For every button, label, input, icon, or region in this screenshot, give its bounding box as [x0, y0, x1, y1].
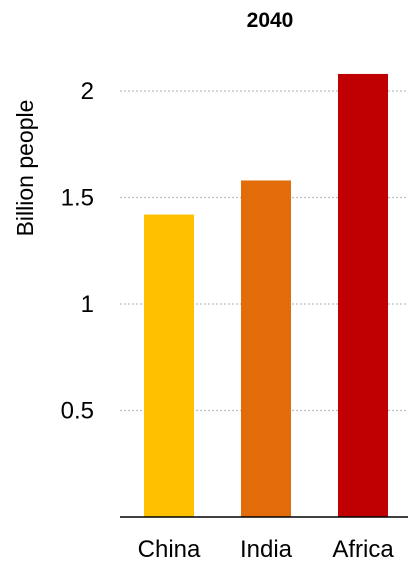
y-tick-label: 1.5	[61, 185, 94, 212]
bar-india	[241, 180, 291, 517]
x-tick-label: India	[240, 536, 293, 562]
chart-title: 2040	[247, 9, 294, 32]
x-axis-ticks: China India Africa	[138, 536, 395, 562]
x-tick-label: Africa	[332, 536, 394, 562]
y-tick-label: 1	[81, 291, 94, 318]
y-axis-ticks: 0.5 1 1.5 2	[61, 78, 94, 425]
bars	[144, 73, 388, 518]
bar-china	[144, 214, 194, 518]
y-tick-label: 0.5	[61, 398, 94, 425]
bar-africa	[338, 73, 388, 518]
y-axis-label: Billion people	[12, 100, 38, 237]
y-tick-label: 2	[81, 78, 94, 105]
x-tick-label: China	[138, 536, 201, 562]
